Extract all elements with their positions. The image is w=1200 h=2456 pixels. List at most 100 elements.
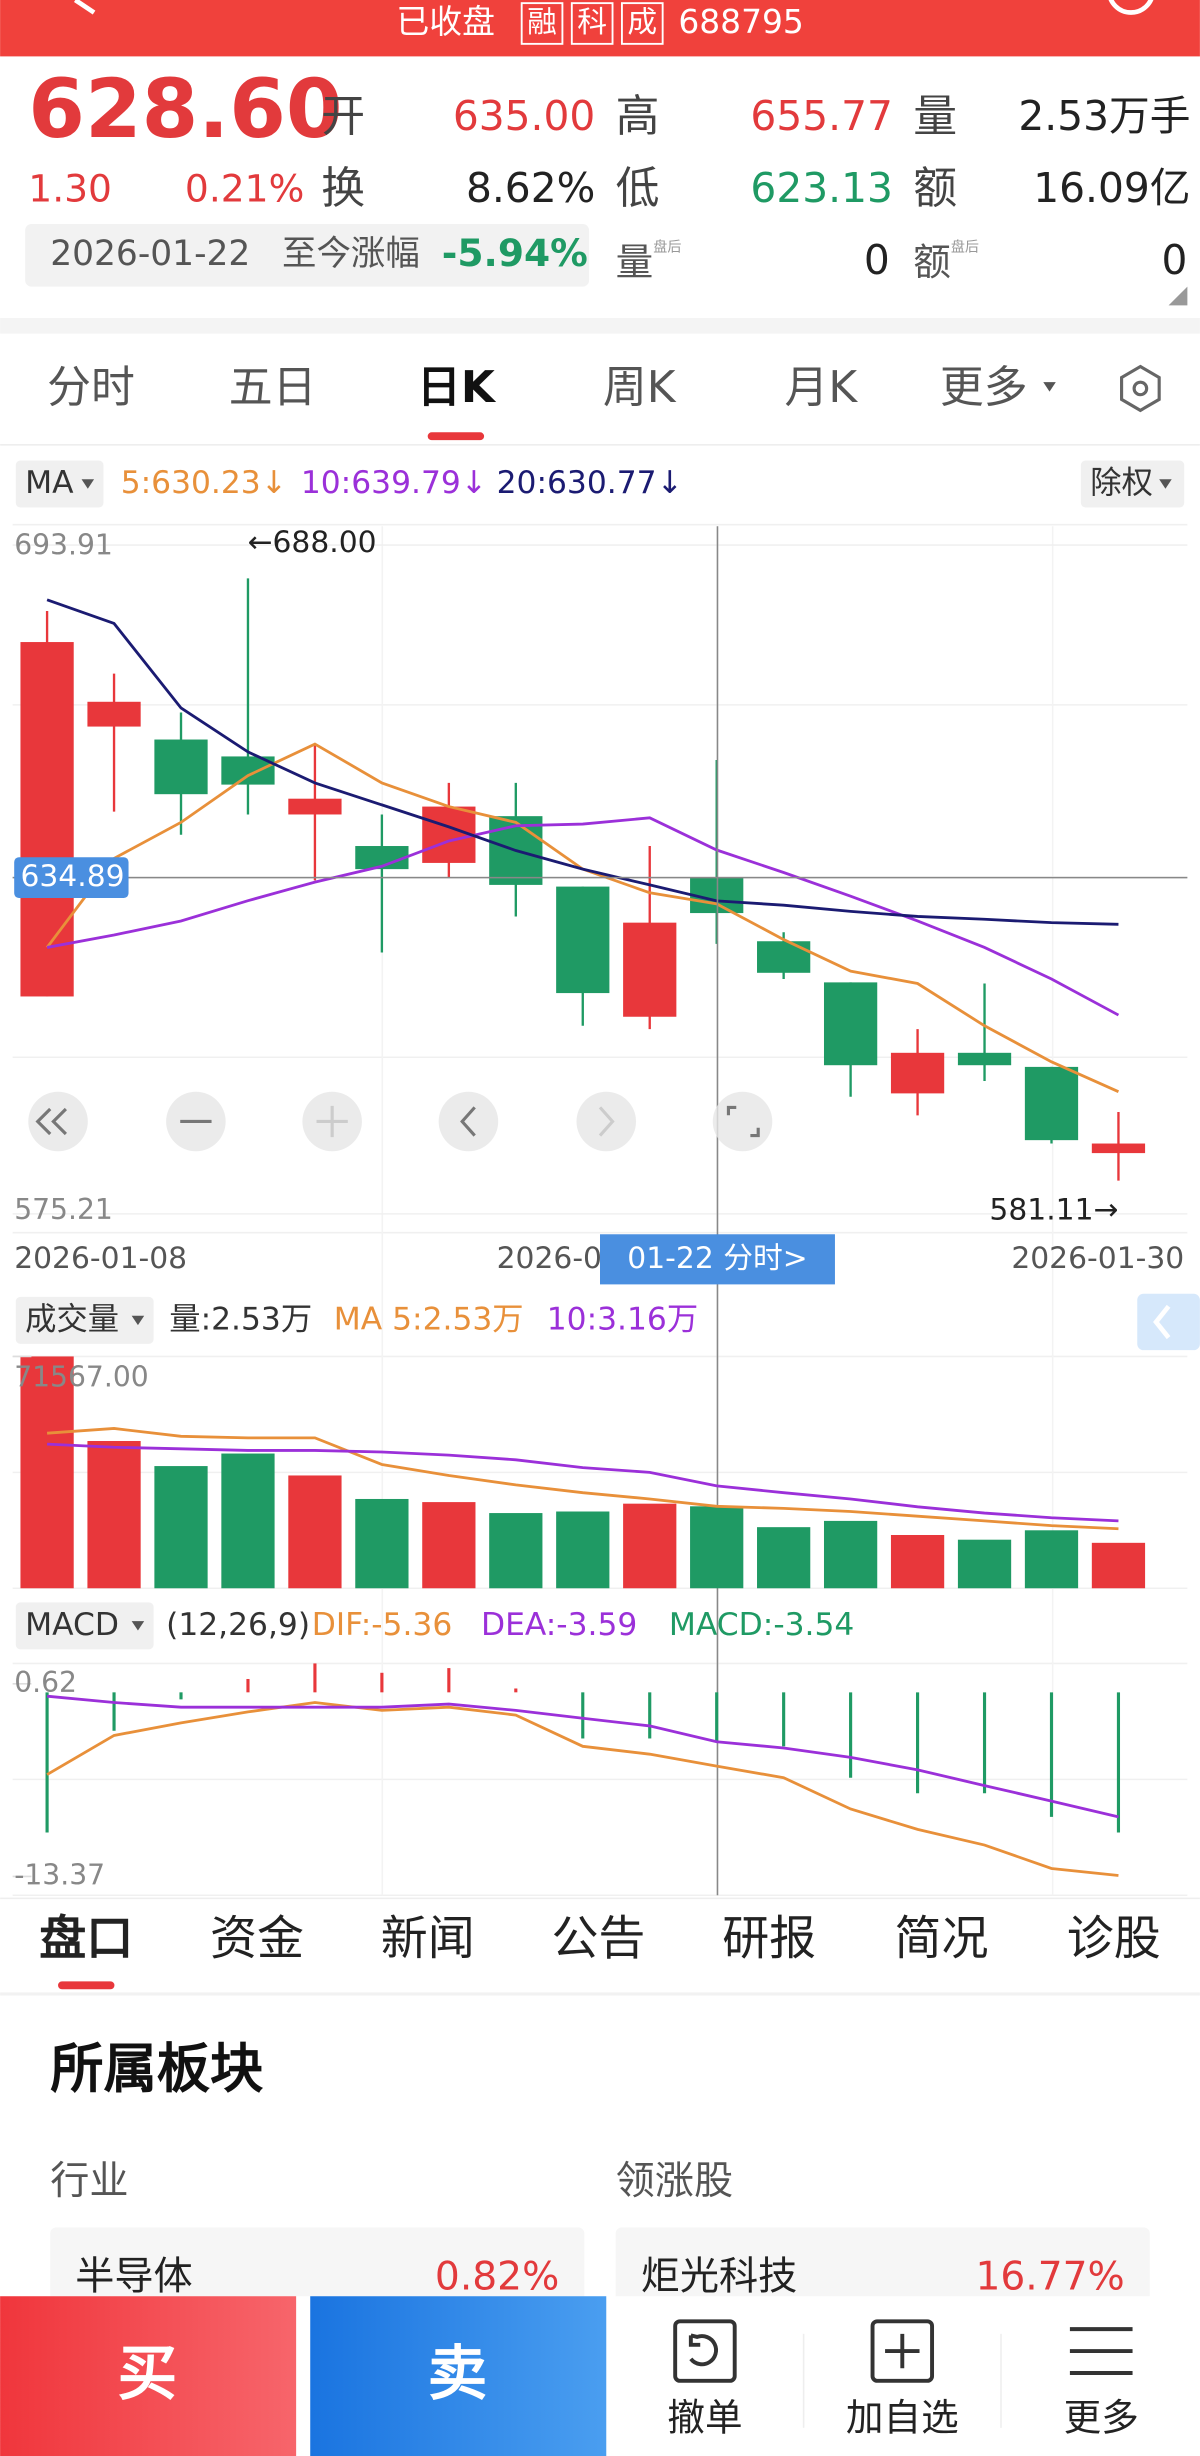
side-tab[interactable] [1137, 1293, 1200, 1351]
volume-ma-line [46, 1427, 1119, 1531]
ma-line [46, 816, 1120, 1017]
industry-card[interactable] [50, 2227, 585, 2306]
adjust: 除权 [1090, 465, 1153, 501]
volume-bar [20, 1356, 74, 1589]
leader-card[interactable] [615, 2227, 1150, 2306]
x-label: 2026-01-30 [1011, 1241, 1184, 1276]
candle-body [757, 941, 811, 973]
y-tick-label: 71567.00 [14, 1360, 149, 1393]
buy-label: 买 [118, 2340, 178, 2409]
watch-icon-plus [885, 2333, 920, 2369]
back-icon[interactable] [73, 0, 96, 15]
volume-bar [221, 1453, 275, 1589]
candle-body [422, 806, 476, 863]
date-box [25, 223, 590, 287]
dropdown-caret [131, 1315, 145, 1326]
name-char: 科 [577, 5, 607, 40]
chart-control[interactable] [438, 1091, 499, 1152]
ma-legend: 20:630.77↓ [497, 465, 683, 501]
name-char: 融 [527, 5, 557, 40]
volume-bar [757, 1527, 811, 1589]
field-label: 额 [913, 163, 957, 214]
search-icon[interactable] [1108, 0, 1154, 15]
candle-body [154, 739, 208, 795]
ma-line [46, 598, 1119, 926]
field-value: 623.13 [750, 164, 892, 212]
sell-label: 卖 [428, 2340, 488, 2409]
name-char-box [620, 2, 664, 45]
control-icon [316, 1105, 348, 1138]
since-label: 至今涨幅 [282, 234, 420, 274]
selected-date: 01-22 分时> [627, 1241, 807, 1276]
info-tab: 研报 [722, 1912, 816, 1967]
adjust-box[interactable] [1080, 460, 1185, 508]
separator [0, 317, 1200, 334]
ma-selector: MA [25, 465, 74, 501]
action-label: 加自选 [846, 2395, 959, 2439]
period-tab: 分时 [47, 362, 135, 413]
y-tick-label: 0.62 [14, 1666, 77, 1699]
dropdown-caret [131, 1621, 145, 1631]
volume-bar [957, 1539, 1012, 1589]
volume-bar [890, 1534, 945, 1589]
selected-date-box[interactable] [600, 1234, 835, 1285]
field-label: 换 [321, 163, 365, 214]
volume-info: 量:2.53万 [169, 1301, 312, 1337]
settings-icon[interactable] [1120, 364, 1161, 413]
after-hours-value: 0 [1161, 236, 1187, 284]
quote-date: 2026-01-22 [50, 234, 250, 274]
more-icon[interactable] [1069, 2327, 1133, 2375]
info-tab: 简况 [894, 1912, 988, 1967]
volume-bar [87, 1441, 141, 1589]
candle-body [890, 1052, 945, 1094]
volume-ma-line [47, 1442, 1119, 1523]
side-tab-arrow [1153, 1304, 1171, 1340]
field-label: 量 [913, 91, 957, 142]
field-value: 16.09亿 [1033, 164, 1190, 212]
period-tab: 五日 [229, 362, 317, 413]
volume-ma-legend: 10:3.16万 [547, 1301, 698, 1337]
volume-bar [288, 1475, 342, 1589]
macd-selector-box[interactable] [15, 1602, 154, 1650]
tab-indicator [427, 432, 485, 441]
buy-button[interactable] [0, 2296, 297, 2456]
annotation: 581.11→ [989, 1192, 1118, 1227]
control-icon [726, 1105, 760, 1138]
status-bar [0, 0, 1200, 57]
dropdown-caret [1043, 382, 1056, 392]
industry-name: 半导体 [75, 2255, 192, 2300]
after-hours-value: 0 [864, 236, 890, 284]
corner-icon [1168, 286, 1188, 306]
volume-ma-legend: MA 5:2.53万 [334, 1301, 524, 1337]
crosshair-label: 634.89 [20, 859, 124, 894]
macd-legend: DEA:-3.59 [481, 1607, 637, 1643]
macd-selector: MACD [25, 1607, 119, 1643]
ma-selector-box[interactable] [15, 460, 104, 508]
period-tab: 周K [603, 362, 677, 413]
field-label: 低 [616, 163, 660, 214]
volume-selector-box[interactable] [15, 1296, 154, 1344]
crosshair-label-box [14, 857, 129, 898]
volume-bar [422, 1502, 476, 1589]
watch-icon[interactable] [870, 2319, 935, 2383]
cancel-icon[interactable] [673, 2319, 737, 2383]
status-text: 已收盘 [396, 2, 495, 41]
field-value: 635.00 [453, 92, 595, 140]
chart-control[interactable] [28, 1091, 88, 1152]
control-icon [598, 1106, 615, 1137]
annotation: ←688.00 [248, 525, 377, 560]
chart-control[interactable] [576, 1091, 637, 1152]
chart-control[interactable] [712, 1091, 773, 1152]
section-title: 所属板块 [50, 2038, 264, 2100]
volume-bar [1024, 1530, 1079, 1589]
after-hours-label: 量 [616, 240, 654, 284]
after-hours-tag: 盘后 [951, 238, 979, 255]
action-icons [673, 2319, 1133, 2383]
ma-legend: 10:639.79↓ [301, 465, 487, 501]
candle-body [623, 922, 677, 1017]
since-value: -5.94% [442, 231, 588, 275]
candle-body [355, 846, 409, 870]
sell-button[interactable] [310, 2296, 607, 2456]
